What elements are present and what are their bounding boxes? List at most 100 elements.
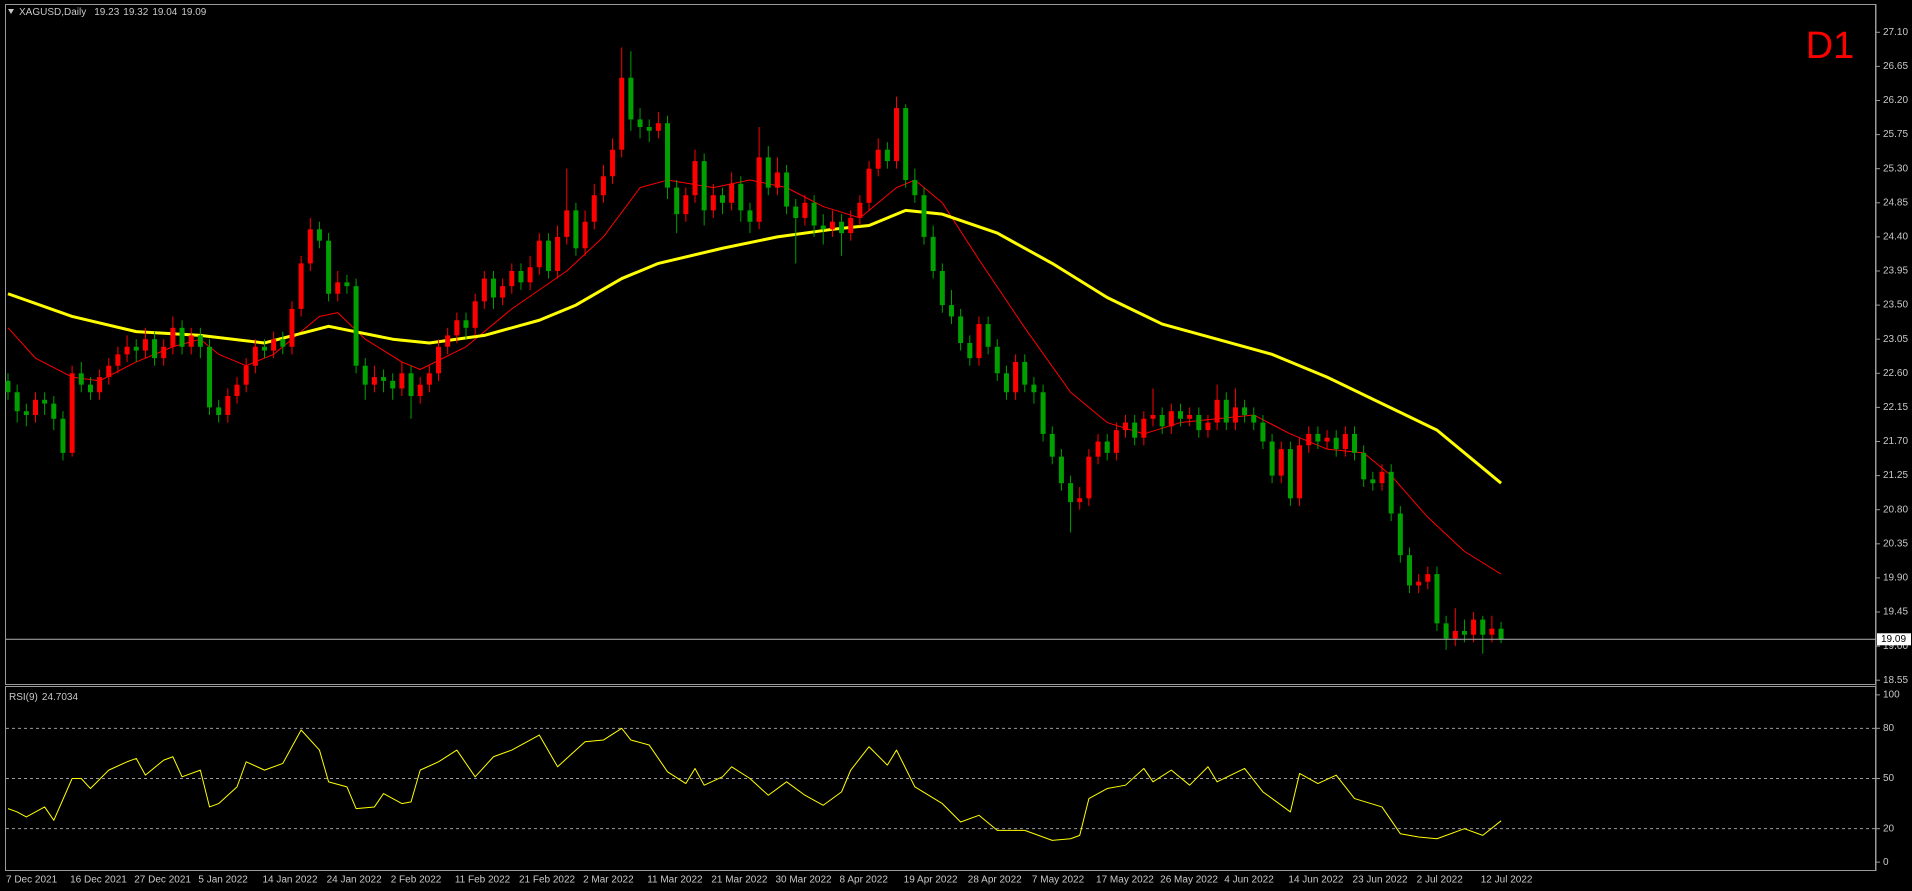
candle-body [1104,441,1110,453]
y-tick-label: 100 [1883,689,1900,700]
candle-body [912,180,918,196]
candle-body [335,282,341,294]
candle-body [701,161,707,211]
candle-body [1251,414,1257,423]
candle-body [545,240,551,271]
candle-body [353,286,359,366]
candle-body [280,339,286,347]
x-tick-label: 12 Jul 2022 [1481,875,1533,886]
candle-body [14,392,20,412]
rsi-title: RSI(9) [9,692,38,703]
y-tick-label: 20.35 [1883,538,1908,549]
candle-body [738,183,744,211]
timeframe-label: D1 [1806,25,1855,67]
x-tick-label: 21 Feb 2022 [519,875,576,886]
y-tick-label: 25.75 [1883,129,1908,140]
candle-body [1480,619,1486,635]
candle-body [765,157,771,188]
candle-body [133,346,139,351]
x-tick-label: 4 Jun 2022 [1224,875,1274,886]
candle-body [1379,471,1385,484]
x-tick-label: 28 Apr 2022 [968,875,1022,886]
candle-body [271,339,277,351]
candle-body [381,377,387,381]
candle-body [1013,361,1019,393]
x-tick-label: 24 Jan 2022 [327,875,382,886]
candle-body [655,123,661,131]
candle-body [1141,418,1147,438]
y-tick-label: 19.45 [1883,607,1908,618]
candle-body [115,354,121,366]
x-tick-label: 2 Feb 2022 [391,875,442,886]
header-arrow [8,9,14,14]
moving-average [7,208,1503,485]
candle-body [454,320,460,336]
candle-body [316,229,322,241]
x-tick-label: 16 Dec 2021 [70,875,127,886]
candle-body [747,210,753,222]
candle-body [1177,411,1183,419]
x-tick-label: 23 Jun 2022 [1353,875,1408,886]
candle-body [78,373,84,385]
candle-body [1113,430,1119,453]
candle-body [976,324,982,359]
x-tick-label: 17 May 2022 [1096,875,1154,886]
last-price-label: 19.09 [1881,634,1906,645]
candle-body [756,157,762,222]
candle-body [60,418,66,453]
y-tick-label: 27.10 [1883,27,1908,38]
candle-body [106,365,112,378]
candle-body [289,308,295,347]
candle-body [1232,407,1238,423]
candle-body [848,217,854,234]
candle-body [1297,445,1303,499]
candle-body [985,324,991,347]
header-ohlc: 19.09 [181,7,206,18]
candle-body [619,77,625,150]
candle-body [1003,373,1009,393]
candle-body [362,365,368,385]
candle-body [1425,574,1431,582]
candle-body [23,411,29,415]
candle-body [903,108,909,181]
candle-body [692,161,698,196]
x-tick-label: 30 Mar 2022 [775,875,832,886]
candle-body [500,286,506,298]
candle-body [207,346,213,408]
candle-body [857,202,863,218]
candle-body [32,399,38,415]
header-ohlc: 19.04 [152,7,177,18]
y-tick-label: 24.85 [1883,197,1908,208]
candle-body [710,195,716,211]
candle-body [1132,422,1138,438]
candle-body [1324,437,1330,442]
candle-body [1388,471,1394,514]
candle-body [417,384,423,397]
y-tick-label: 21.25 [1883,470,1908,481]
rsi-line [7,727,1502,841]
chart-header: XAGUSD,Daily 19.23 19.32 19.04 19.09 [19,7,207,18]
candle-body [719,195,725,203]
candle-body [371,377,377,385]
candle-body [1150,414,1156,419]
candle-body [390,380,396,389]
last-price-box [1877,633,1911,646]
candle-body [793,206,799,218]
x-tick-label: 2 Mar 2022 [583,875,634,886]
candle-body [509,270,515,287]
y-tick-label: 24.40 [1883,232,1908,243]
x-tick-label: 8 Apr 2022 [840,875,889,886]
candle-body [1095,441,1101,457]
y-tick-label: 20 [1883,823,1895,834]
candle-body [1361,452,1367,480]
x-tick-label: 27 Dec 2021 [134,875,191,886]
candle-body [87,384,93,393]
candle-body [307,229,313,264]
candle-body [1489,628,1495,635]
candle-body [994,346,1000,374]
candle-body [1315,433,1321,442]
candle-body [802,202,808,218]
x-tick-label: 14 Jan 2022 [262,875,317,886]
candle-body [1342,433,1348,450]
